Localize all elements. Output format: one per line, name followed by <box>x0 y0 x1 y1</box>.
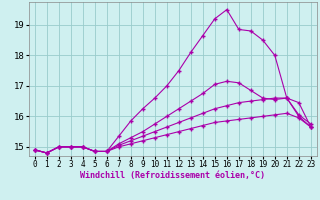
X-axis label: Windchill (Refroidissement éolien,°C): Windchill (Refroidissement éolien,°C) <box>80 171 265 180</box>
